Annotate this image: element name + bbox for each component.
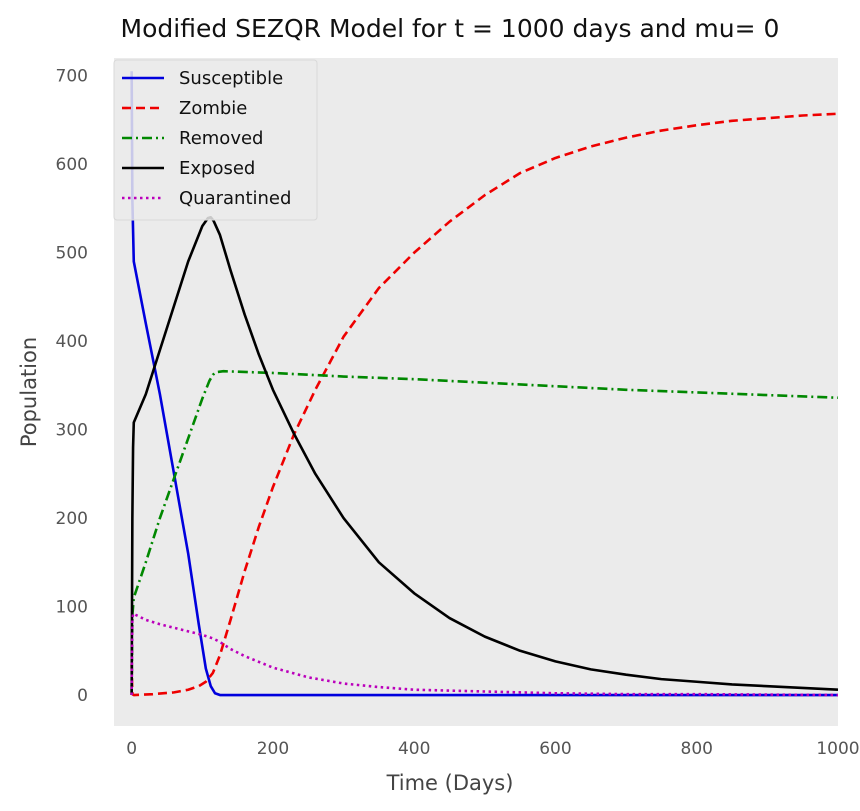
legend-label-quarantined: Quarantined: [179, 188, 291, 209]
y-tick-label: 200: [56, 509, 88, 529]
legend-box: [113, 59, 318, 221]
y-axis-label: Population: [17, 337, 41, 447]
y-tick-label: 600: [56, 155, 88, 175]
legend-label-exposed: Exposed: [179, 158, 255, 179]
legend-label-zombie: Zombie: [179, 98, 247, 119]
series-line-exposed: [130, 215, 839, 696]
series-line-zombie: [130, 112, 839, 697]
y-tick-label: 100: [56, 598, 88, 618]
y-tick-label: 700: [56, 67, 88, 87]
legend-label-susceptible: Susceptible: [179, 68, 283, 89]
x-tick-label: 800: [681, 739, 713, 759]
series-line-quarantined: [130, 612, 839, 697]
x-tick-label: 600: [539, 739, 571, 759]
x-tick-label: 1000: [816, 739, 859, 759]
series-layer: [130, 71, 839, 697]
ticks-layer: 0 200 400 600 800 1000 0 100 200 300 400 500 600 700: [56, 67, 860, 759]
legend: Susceptible Zombie Removed Exposed Quarantin…: [113, 59, 318, 221]
y-tick-label: 0: [77, 686, 88, 706]
y-tick-label: 400: [56, 332, 88, 352]
x-axis-label: Time (Days): [386, 771, 514, 795]
y-tick-label: 500: [56, 244, 88, 264]
series-line-susceptible: [130, 71, 838, 697]
x-tick-label: 400: [398, 739, 430, 759]
x-tick-label: 0: [126, 739, 137, 759]
legend-label-removed: Removed: [179, 128, 263, 149]
x-tick-label: 200: [257, 739, 289, 759]
y-tick-label: 300: [56, 421, 88, 441]
chart-title: Modified SEZQR Model for t = 1000 days a…: [121, 14, 780, 43]
